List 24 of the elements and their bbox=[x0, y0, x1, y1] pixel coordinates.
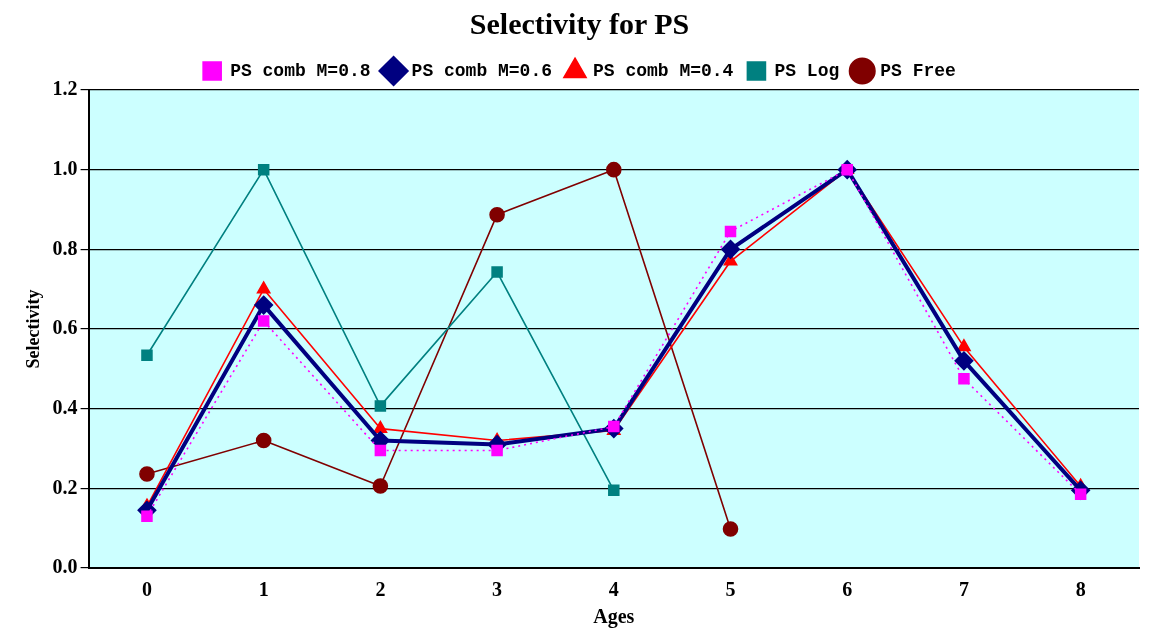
x-tick-label: 2 bbox=[375, 578, 386, 601]
y-tick-label: 0.8 bbox=[52, 236, 78, 259]
legend-label: PS comb M=0.6 bbox=[411, 60, 553, 81]
legend-label: PS Log bbox=[774, 60, 840, 81]
y-tick-label: 0.6 bbox=[52, 316, 78, 339]
x-tick-label: 7 bbox=[958, 578, 969, 601]
x-tick-label: 8 bbox=[1075, 578, 1086, 601]
x-tick-label: 6 bbox=[842, 578, 853, 601]
x-tick-label: 4 bbox=[608, 578, 619, 601]
y-tick-label: 1.0 bbox=[52, 156, 78, 179]
x-tick-label: 5 bbox=[725, 578, 736, 601]
x-axis-title: Ages bbox=[593, 605, 635, 629]
x-tick-label: 1 bbox=[258, 578, 269, 601]
y-tick-label: 0.4 bbox=[52, 395, 78, 418]
x-tick-label: 3 bbox=[492, 578, 503, 601]
chart-title: Selectivity for PS bbox=[469, 6, 690, 40]
y-axis-title: Selectivity bbox=[23, 289, 44, 369]
legend-label: PS Free bbox=[880, 60, 956, 81]
legend-label: PS comb M=0.8 bbox=[230, 60, 371, 81]
legend-label: PS comb M=0.4 bbox=[593, 60, 734, 81]
y-tick-label: 0.0 bbox=[52, 555, 78, 578]
y-tick-label: 1.2 bbox=[52, 77, 78, 100]
y-tick-label: 0.2 bbox=[52, 475, 78, 498]
x-tick-label: 0 bbox=[141, 578, 152, 601]
